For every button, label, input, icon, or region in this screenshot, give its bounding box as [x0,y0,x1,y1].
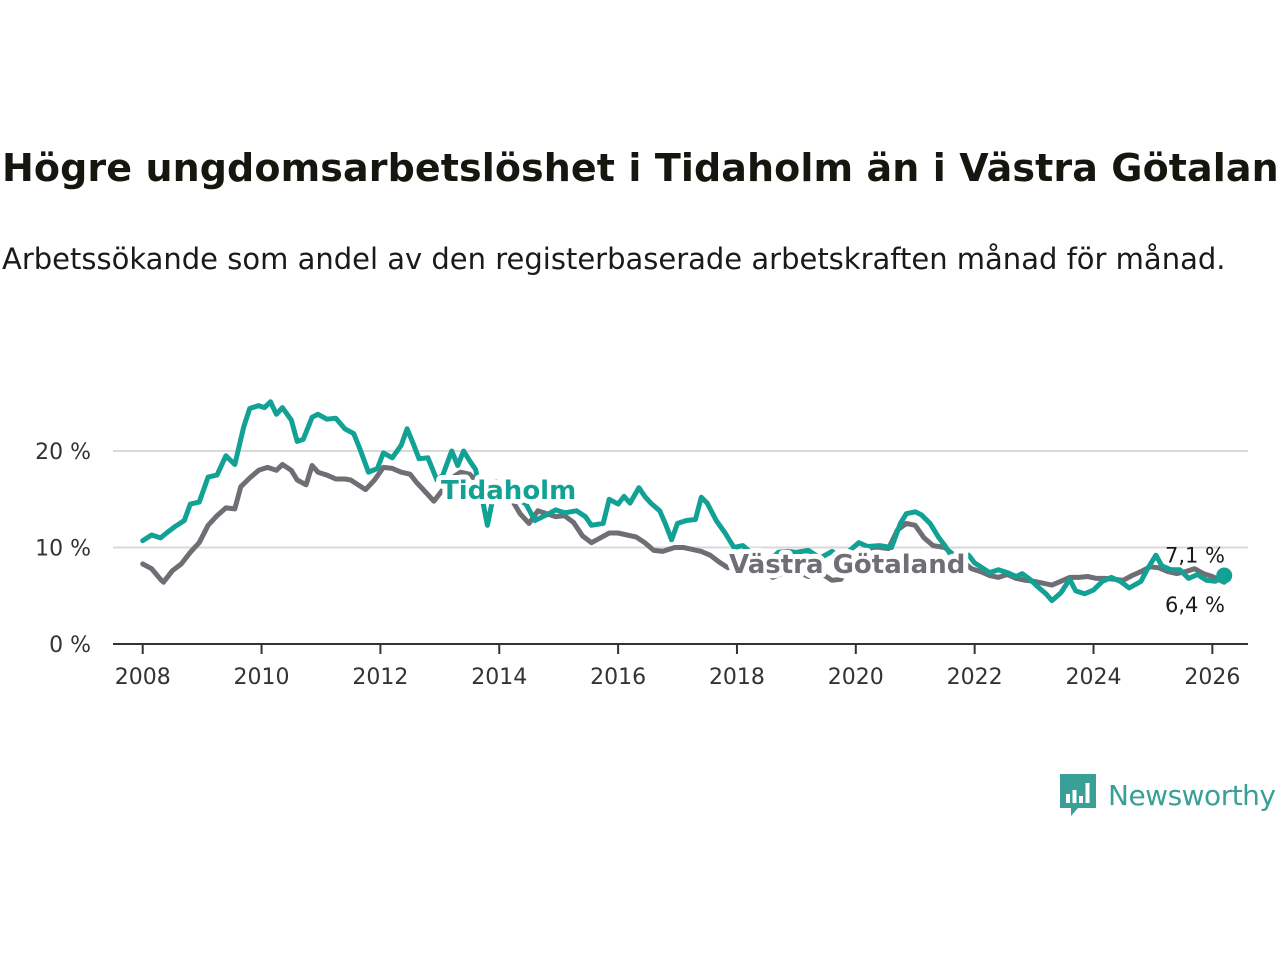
annotations: 7,1 % 6,4 % Tidaholm Västra Götaland [436,471,1233,617]
chart-title: Högre ungdomsarbetslöshet i Tidaholm än … [2,146,1280,190]
x-tick-label: 2010 [234,665,290,690]
axes: 0 % 10 % 20 % 2008 2010 2012 2014 2016 2018 2020 2… [35,440,1248,690]
end-value-label: 7,1 % [1165,543,1225,567]
brand-name: Newsworthy [1108,778,1276,812]
x-tick-label: 2016 [590,665,646,690]
series-line-v-stra-g-taland [140,462,1227,588]
chart-subtitle: Arbetssökande som andel av den registerb… [2,242,1226,276]
x-tick-label: 2024 [1065,665,1121,690]
x-tick-label: 2018 [709,665,765,690]
x-tick-label: 2014 [471,665,527,690]
series-lines [140,399,1227,604]
series-line-tidaholm [140,399,1227,604]
x-tick-label: 2020 [828,665,884,690]
x-tick-label: 2012 [352,665,408,690]
series-label-tidaholm: Tidaholm [441,476,576,506]
x-tick-label: 2008 [115,665,171,690]
end-point-marker [1216,567,1233,584]
y-tick-label: 20 % [35,440,91,465]
x-tick-label: 2022 [947,665,1003,690]
series-label-vastra-gotaland: Västra Götaland [729,550,965,580]
end-value-label: 6,4 % [1165,593,1225,617]
newsworthy-logo[interactable]: Newsworthy [1058,772,1276,818]
y-tick-label: 10 % [35,537,91,562]
y-tick-label: 0 % [49,633,91,658]
bar-chart-speech-bubble-icon [1060,774,1096,816]
x-tick-label: 2026 [1184,665,1240,690]
